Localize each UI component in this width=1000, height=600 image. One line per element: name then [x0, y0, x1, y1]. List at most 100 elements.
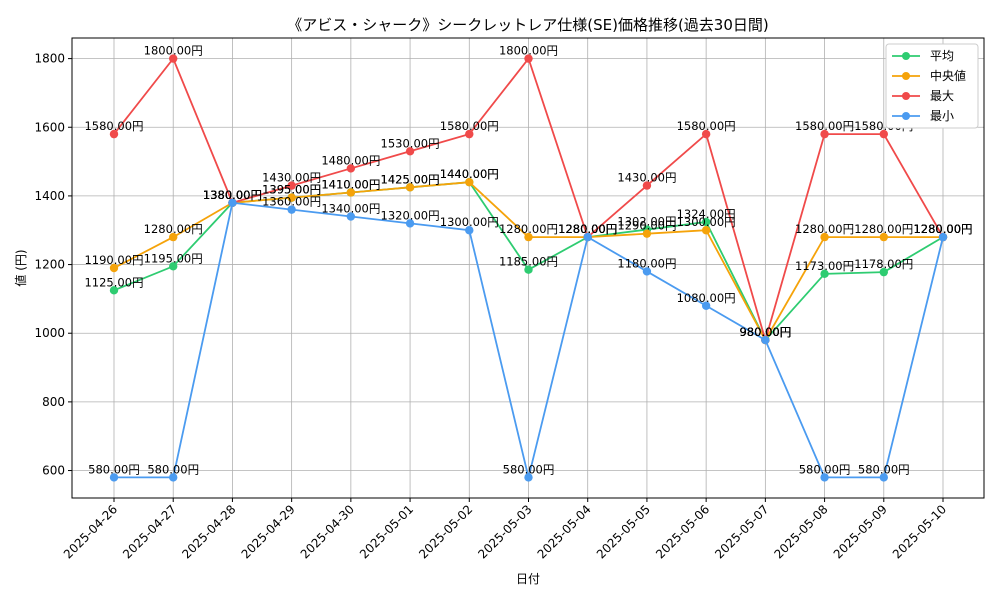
data-label: 1440.00円: [440, 167, 499, 181]
data-label: 1380.00円: [203, 188, 262, 202]
data-label: 1430.00円: [262, 171, 321, 185]
legend-label: 中央値: [930, 68, 966, 83]
data-point: [169, 54, 178, 63]
legend-item: 中央値: [892, 68, 966, 83]
data-label: 1180.00円: [617, 256, 676, 270]
data-label: 980.00円: [739, 325, 791, 339]
data-label: 1380.00円: [203, 188, 262, 202]
data-label: 580.00円: [147, 462, 199, 476]
data-label: 980.00円: [739, 325, 791, 339]
data-point: [465, 129, 474, 139]
data-label: 1125.00円: [84, 275, 143, 289]
data-point: [879, 473, 888, 482]
chart-title: 《アビス・シャーク》シークレットレア仕様(SE)価格推移(過去30日間): [287, 16, 769, 34]
data-label: 1280.00円: [558, 222, 617, 236]
data-point: [524, 473, 533, 482]
data-point: [287, 193, 296, 202]
x-tick-label: 2025-05-06: [653, 502, 712, 561]
data-label: 580.00円: [858, 462, 910, 476]
data-point: [524, 265, 533, 274]
data-label: 1410.00円: [321, 177, 380, 191]
data-point: [879, 267, 888, 277]
legend-label: 平均: [930, 49, 954, 63]
data-label: 1280.00円: [558, 222, 617, 236]
data-label: 1580.00円: [84, 119, 143, 133]
data-label: 1425.00円: [381, 172, 440, 186]
data-point: [169, 232, 178, 242]
data-point: [169, 262, 178, 271]
data-label: 1380.00円: [203, 188, 262, 202]
x-tick-label: 2025-04-30: [298, 502, 357, 561]
y-tick-label: 600: [42, 464, 65, 478]
data-label: 1280.00円: [913, 222, 972, 236]
x-axis-label: 日付: [516, 572, 540, 586]
data-point: [228, 198, 237, 207]
data-point: [346, 212, 356, 221]
data-label: 1280.00円: [913, 222, 972, 236]
data-point: [701, 217, 711, 227]
data-label: 1302.00円: [617, 215, 676, 229]
data-point: [820, 269, 829, 279]
data-label: 1580.00円: [677, 119, 736, 133]
data-point: [109, 129, 119, 139]
data-point: [405, 147, 415, 156]
x-tick-label: 2025-05-10: [890, 502, 949, 561]
y-tick-label: 800: [42, 395, 65, 409]
data-point: [346, 188, 356, 197]
y-tick-label: 1400: [34, 189, 65, 203]
data-label: 1185.00円: [499, 255, 558, 269]
data-point: [761, 335, 770, 345]
data-point: [879, 232, 888, 242]
x-tick-label: 2025-05-04: [535, 502, 594, 561]
data-label: 1430.00円: [617, 171, 676, 185]
data-point: [820, 232, 829, 242]
data-point: [642, 181, 652, 190]
data-label: 1530.00円: [381, 136, 440, 150]
data-label: 580.00円: [88, 462, 140, 476]
legend-item: 最大: [892, 89, 954, 103]
data-label: 580.00円: [799, 462, 851, 476]
data-point: [642, 267, 652, 276]
data-label: 1280.00円: [913, 222, 972, 236]
data-point: [879, 129, 888, 139]
x-tick-label: 2025-04-26: [61, 502, 120, 561]
data-point: [701, 301, 711, 310]
y-tick-label: 1200: [34, 258, 65, 272]
x-tick-label: 2025-04-27: [120, 502, 179, 561]
data-point: [642, 229, 652, 238]
x-tick-label: 2025-05-05: [594, 502, 653, 561]
y-axis-ticks: 600 800 1000 1200 1400 1600 1800: [34, 52, 72, 478]
data-label: 1395.00円: [262, 183, 321, 197]
x-tick-label: 2025-05-02: [416, 502, 475, 561]
data-point: [169, 473, 178, 482]
legend-box: [885, 43, 979, 129]
series-layer: [109, 54, 948, 482]
data-label: 1380.00円: [203, 188, 262, 202]
data-label: 1360.00円: [262, 195, 321, 209]
x-tick-label: 2025-05-01: [357, 502, 416, 561]
x-axis-ticks: 2025-04-26 2025-04-27 2025-04-28 2025-04-29…: [61, 498, 949, 561]
data-point: [820, 129, 829, 139]
data-label: 1395.00円: [262, 183, 321, 197]
x-tick-label: 2025-05-09: [831, 502, 890, 561]
data-point: [109, 286, 119, 295]
data-point: [346, 164, 356, 173]
data-label: 1173.00円: [795, 259, 854, 273]
data-label: 1410.00円: [321, 177, 380, 191]
data-point: [701, 129, 711, 139]
data-point: [465, 226, 474, 235]
data-point: [524, 232, 533, 242]
legend-label: 最小: [930, 109, 954, 123]
data-label: 1280.00円: [144, 222, 203, 236]
legend-marker: [902, 112, 910, 120]
data-label: 980.00円: [739, 325, 791, 339]
data-label: 1195.00円: [144, 251, 203, 265]
legend-item: 最小: [892, 109, 954, 123]
data-label: 980.00円: [739, 325, 791, 339]
data-label: 1800.00円: [499, 44, 558, 58]
data-label: 1178.00円: [854, 257, 913, 271]
data-point: [938, 232, 948, 242]
